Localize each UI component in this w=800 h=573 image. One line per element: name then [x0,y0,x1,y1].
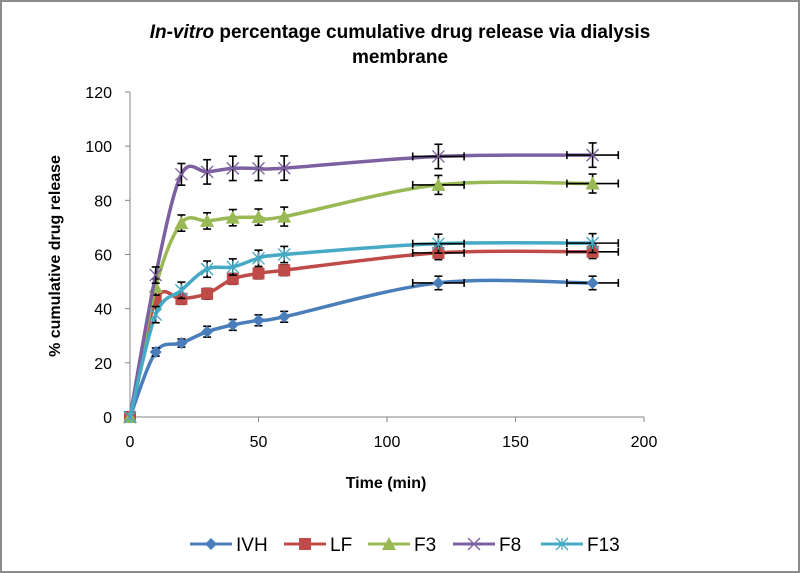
legend-label: LF [330,535,352,556]
data-point [174,283,188,297]
data-point [200,213,215,227]
y-tick-label: 0 [103,410,112,427]
marker-stroke [174,167,188,181]
data-point [432,276,445,289]
marker-stroke [149,268,163,282]
data-point [252,161,265,175]
y-tick-label: 20 [94,356,112,373]
series-f3 [123,173,620,423]
data-point [201,325,214,338]
legend-label: F3 [414,535,436,556]
legend-item-f13: F13 [541,535,620,556]
data-point [225,210,240,224]
y-tick-label: 40 [94,302,112,319]
x-tick-label: 150 [502,434,529,451]
data-point [278,264,291,277]
data-point [586,148,600,162]
plot-area [123,142,620,424]
data-point [252,251,265,265]
data-point [226,318,239,331]
x-tick-label: 100 [374,434,401,451]
legend-marker [382,537,396,550]
series-line [128,278,593,418]
chart-title: In-vitro percentage cumulative drug rele… [150,22,651,43]
data-point [586,276,599,289]
axes: 0 20 40 60 80 100 120 0 50 100 150 200 [85,85,657,451]
data-point [226,161,240,175]
y-tick-label: 100 [85,139,112,156]
marker-stroke [467,537,481,551]
data-point [201,287,214,300]
x-tick-label: 50 [250,434,268,451]
marker-stroke [226,161,240,175]
data-point [278,310,291,323]
y-axis-label: % cumulative drug release [47,155,64,357]
x-axis-label: Time (min) [346,475,427,492]
legend-marker [467,537,481,551]
chart-title-line2: membrane [352,47,448,68]
chart-title-rest: percentage cumulative drug release via d… [214,22,650,43]
chart-title-italic: In-vitro [150,22,214,43]
y-tick-label: 120 [85,85,112,102]
data-point [200,165,214,179]
legend-label: IVH [236,535,268,556]
data-point [277,161,291,175]
marker-stroke [431,149,445,163]
legend: IVH LF F3 F8 F13 [190,535,620,556]
data-point [149,346,162,358]
x-tick-label: 0 [126,434,135,451]
data-point [149,308,163,322]
data-point [174,216,189,230]
series-line [128,153,593,418]
data-point [252,267,265,280]
series-f8 [123,142,620,424]
data-point [277,248,291,261]
data-point [226,260,240,274]
data-point [277,209,292,223]
data-point [123,410,137,424]
data-point [149,268,163,282]
series-line [128,240,593,418]
legend-marker [299,538,311,550]
y-tick-label: 80 [94,193,112,210]
legend-label: F13 [587,535,620,556]
data-point [200,262,214,276]
data-point [251,210,266,224]
data-point [431,177,446,191]
x-tick-label: 200 [631,434,658,451]
data-point [252,314,265,327]
marker-stroke [252,161,265,175]
legend-label: F8 [499,535,521,556]
marker-stroke [277,161,291,175]
marker-stroke [200,165,214,179]
legend-item-f3: F3 [368,535,436,556]
legend-item-ivh: IVH [190,535,268,556]
series-ivh [124,275,620,423]
data-point [175,337,188,350]
legend-item-f8: F8 [453,535,521,556]
marker-stroke [586,148,600,162]
data-point [585,176,600,190]
series-f13 [123,232,620,424]
data-point [586,236,600,250]
data-point [431,237,445,251]
data-point [431,149,445,163]
y-tick-label: 60 [94,248,112,265]
legend-item-lf: LF [284,535,352,556]
legend-marker [205,538,217,550]
data-point [174,167,188,181]
legend-marker [555,537,569,551]
